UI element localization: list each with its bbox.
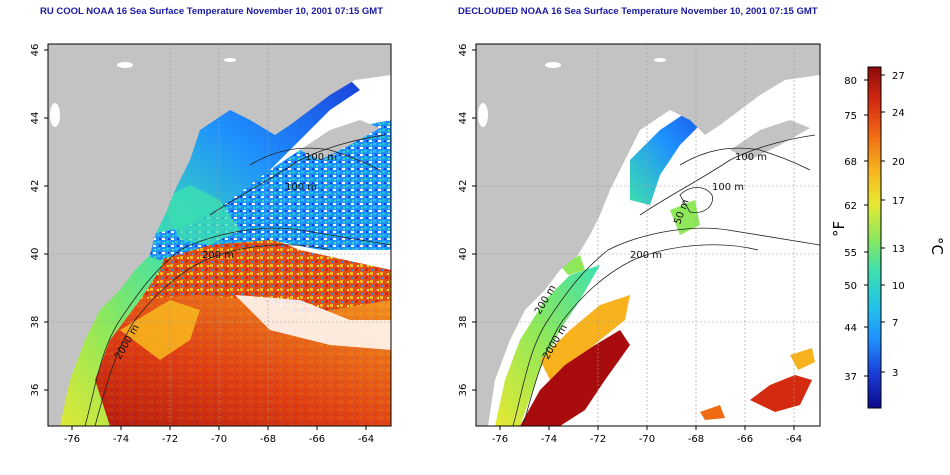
left-nova-scotia [300,120,380,160]
right-lake [478,103,488,127]
colorbar-c-tick-label: 27 [892,71,905,82]
fahrenheit-unit-label: °F [830,221,848,237]
y-tick-label: 36 [30,384,41,397]
left-x-axis: -76 -74 -72 -70 -68 -66 -64 [64,426,374,445]
y-tick-label: 38 [30,316,41,329]
x-tick-label: -76 [64,434,80,445]
right-nova-scotia [730,120,810,160]
left-contour-label: 100 m [305,152,337,163]
colorbar-f-tick-label: 50 [844,281,857,292]
y-tick-label: 44 [458,112,469,125]
colorbar-f-tick-label: 37 [844,372,857,383]
colorbar-c-tick-label: 20 [892,157,905,168]
y-tick-label: 40 [30,248,41,261]
right-y-axis: 36 38 40 42 44 46 [458,44,476,397]
x-tick-label: -68 [688,434,704,445]
colorbar-f-tick-label: 80 [844,76,857,87]
right-warm-patch [790,348,815,370]
x-tick-label: -70 [639,434,655,445]
right-map-frame [475,43,821,427]
right-panel-title: DECLOUDED NOAA 16 Sea Surface Temperatur… [458,6,818,17]
left-lake [224,58,236,62]
right-warm-patch [750,375,812,412]
right-shelf-water [495,265,600,426]
right-map: 100 m 100 m 50 m 200 m 200 m 2000 m [476,44,820,426]
colorbar-fahrenheit-ticks: 80 75 68 62 55 50 44 37 [844,76,868,383]
x-tick-label: -64 [358,434,374,445]
y-tick-label: 46 [30,44,41,57]
left-georges-bank [160,185,240,245]
y-tick-label: 44 [30,112,41,125]
y-tick-label: 40 [458,248,469,261]
y-tick-label: 42 [458,180,469,193]
celsius-unit-label: °C [928,237,946,255]
left-grid [48,44,391,426]
colorbar-f-tick-label: 55 [844,248,857,259]
colorbar-c-tick-label: 3 [892,368,898,379]
right-contour-label: 100 m [735,152,767,163]
colorbar-f-tick-label: 44 [844,323,857,334]
right-land-mass [476,44,820,426]
y-tick-label: 46 [458,44,469,57]
x-tick-label: -64 [786,434,802,445]
x-tick-label: -66 [309,434,325,445]
right-lake [654,58,666,62]
left-land-mass [48,44,391,426]
colorbar-c-tick-label: 10 [892,281,905,292]
right-contour-label: 200 m [630,250,662,261]
colorbar-c-tick-label: 17 [892,196,905,207]
left-cloud-gap [235,295,391,350]
left-map: 100 m 100 m 200 m 2000 m [48,44,391,426]
right-slope-water [540,295,630,380]
colorbar [867,66,882,409]
right-georges-bank [670,200,700,235]
colorbar-celsius-ticks: 27 24 20 17 13 10 7 3 [881,71,905,379]
x-tick-label: -76 [492,434,508,445]
y-tick-label: 38 [458,316,469,329]
left-lake [50,103,60,127]
x-tick-label: -68 [260,434,276,445]
left-shelf-water [48,240,170,426]
x-tick-label: -72 [162,434,178,445]
x-tick-label: -66 [737,434,753,445]
y-tick-label: 42 [30,180,41,193]
right-bathymetry-contours [512,134,820,426]
x-tick-label: -74 [113,434,129,445]
left-warm-eddy [120,300,200,360]
right-warm-patch [700,405,725,420]
right-x-axis: -76 -74 -72 -70 -68 -66 -64 [492,426,802,445]
right-gulf-stream [520,330,630,426]
colorbar-f-tick-label: 68 [844,157,857,168]
colorbar-f-tick-label: 62 [844,201,857,212]
colorbar-c-tick-label: 24 [892,108,905,119]
right-lake [545,62,561,68]
x-tick-label: -70 [211,434,227,445]
right-contour-label: 100 m [712,182,744,193]
colorbar-c-tick-label: 7 [892,318,898,329]
colorbar-f-tick-label: 75 [844,111,857,122]
x-tick-label: -74 [541,434,557,445]
colorbar-c-tick-label: 13 [892,244,905,255]
left-lake [117,62,133,68]
left-contour-label: 100 m [285,182,317,193]
left-contour-label: 200 m [202,250,234,261]
left-panel-title: RU COOL NOAA 16 Sea Surface Temperature … [40,6,384,17]
y-tick-label: 36 [458,384,469,397]
right-coastal-patch [560,255,585,275]
right-grid [476,44,820,426]
left-bathymetry-contours [84,134,391,426]
left-y-axis: 36 38 40 42 44 46 [30,44,48,397]
x-tick-label: -72 [590,434,606,445]
